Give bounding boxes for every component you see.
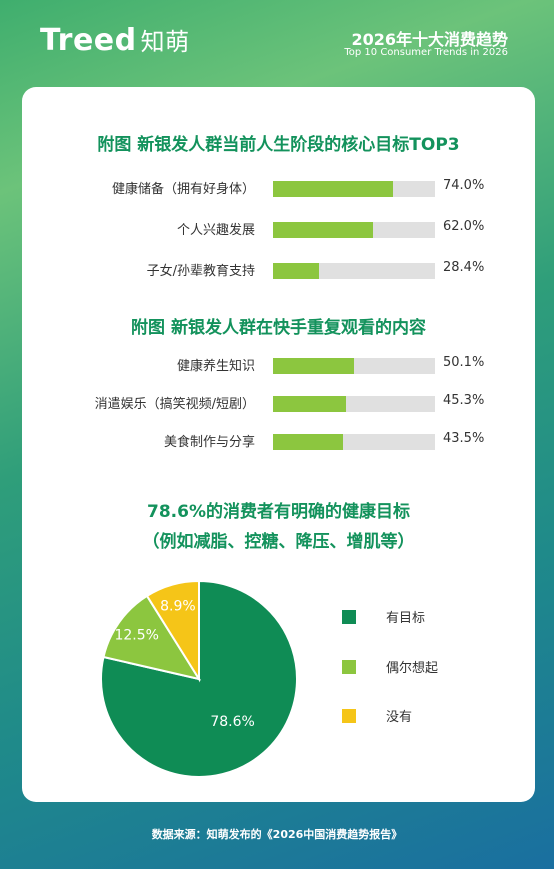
bar-track xyxy=(273,434,435,450)
brand-name-cn: 知萌 xyxy=(140,28,190,56)
bar-category-label: 消遣娱乐（搞笑视频/短剧） xyxy=(94,397,255,412)
pie-slice xyxy=(145,579,200,683)
bar-category-label: 子女/孙辈教育支持 xyxy=(146,264,255,279)
pie-value-label: 12.5% xyxy=(114,628,158,644)
bar-category-label: 美食制作与分享 xyxy=(163,435,255,450)
chart1-title: 附图 新银发人群当前人生阶段的核心目标TOP3 xyxy=(97,135,460,155)
bar-fill xyxy=(273,358,355,374)
chart2-title: 附图 新银发人群在快手重复观看的内容 xyxy=(131,318,426,338)
chart3-title-line2: （例如减脂、控糖、降压、增肌等） xyxy=(142,532,415,552)
legend-label: 没有 xyxy=(386,710,413,725)
bar-fill xyxy=(273,181,393,197)
report-subtitle: Top 10 Consumer Trends in 2026 xyxy=(344,47,508,58)
brand-logo: Treed 知萌 xyxy=(40,22,190,58)
bar-value-label: 62.0% xyxy=(443,219,485,234)
bar-track xyxy=(273,358,435,374)
pie-value-label: 78.6% xyxy=(210,714,254,730)
bar-track xyxy=(273,222,435,238)
bar-value-label: 43.5% xyxy=(443,431,485,446)
chart3-title-line1: 78.6%的消费者有明确的健康目标 xyxy=(147,502,410,522)
bar-row: 个人兴趣发展 62.0% xyxy=(22,217,535,241)
brand-name: Treed xyxy=(40,23,137,58)
bar-row: 健康储备（拥有好身体） 74.0% xyxy=(22,176,535,200)
bar-category-label: 健康养生知识 xyxy=(176,359,255,374)
bar-fill xyxy=(273,263,319,279)
bar-fill xyxy=(273,434,344,450)
legend-swatch xyxy=(342,610,356,624)
legend-swatch xyxy=(342,660,356,674)
legend-label: 偶尔想起 xyxy=(386,661,439,676)
bar-row: 子女/孙辈教育支持 28.4% xyxy=(22,258,535,282)
data-source: 数据来源：知萌发布的《2026中国消费趋势报告》 xyxy=(151,828,403,841)
bar-category-label: 个人兴趣发展 xyxy=(176,223,255,238)
pie-value-label: 8.9% xyxy=(160,599,196,615)
bar-track xyxy=(273,263,435,279)
bar-value-label: 74.0% xyxy=(443,178,485,193)
bar-row: 消遣娱乐（搞笑视频/短剧） 45.3% xyxy=(22,391,535,415)
bar-value-label: 50.1% xyxy=(443,355,485,370)
legend-swatch xyxy=(342,709,356,723)
content-card: 附图 新银发人群当前人生阶段的核心目标TOP3 健康储备（拥有好身体） 74.0%… xyxy=(22,87,535,802)
bar-track xyxy=(273,181,435,197)
bar-value-label: 28.4% xyxy=(443,260,485,275)
bar-row: 健康养生知识 50.1% xyxy=(22,353,535,377)
bar-value-label: 45.3% xyxy=(443,393,485,408)
bar-track xyxy=(273,396,435,412)
report-title: 2026年十大消费趋势 xyxy=(351,30,508,49)
bar-fill xyxy=(273,222,374,238)
bar-row: 美食制作与分享 43.5% xyxy=(22,429,535,453)
bar-fill xyxy=(273,396,347,412)
legend-label: 有目标 xyxy=(386,611,426,626)
pie-slice xyxy=(102,594,202,681)
bar-category-label: 健康储备（拥有好身体） xyxy=(111,182,255,197)
pie-chart: 78.6% 12.5%8.9% xyxy=(100,579,298,778)
